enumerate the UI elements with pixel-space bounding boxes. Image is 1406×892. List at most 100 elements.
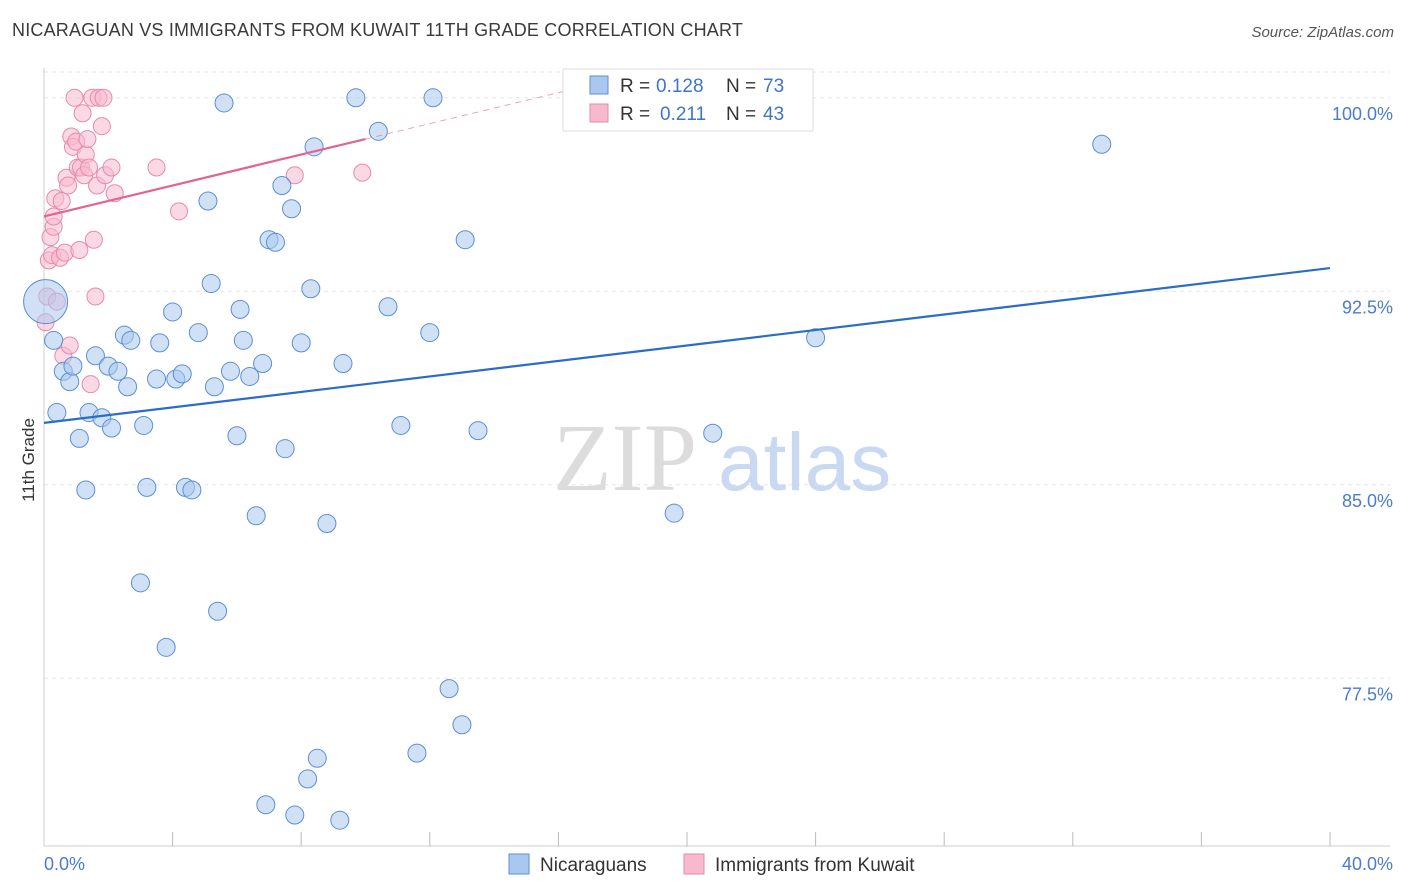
nicaraguan-point-4 bbox=[60, 372, 80, 392]
legend-label-kuwait: Immigrants from Kuwait bbox=[715, 855, 915, 876]
kuwait-point-22 bbox=[73, 104, 92, 123]
kuwait-point-38 bbox=[147, 158, 166, 177]
nicaraguan-point-63 bbox=[439, 679, 459, 699]
nicaraguan-point-6 bbox=[69, 428, 89, 448]
kuwait-point-34 bbox=[94, 88, 113, 107]
nicaraguan-point-22 bbox=[156, 637, 176, 657]
nicaraguan-point-72 bbox=[1092, 134, 1112, 154]
kuwait-point-29 bbox=[84, 230, 103, 249]
y-axis-title: 11th Grade bbox=[19, 418, 38, 502]
nicaraguan-point-37 bbox=[233, 330, 253, 350]
watermark: ZIP atlas bbox=[553, 404, 891, 511]
nicaraguan-point-71 bbox=[806, 328, 826, 348]
nicaraguan-point-60 bbox=[407, 743, 427, 763]
nicaraguan-point-32 bbox=[208, 601, 228, 621]
nicaraguan-point-34 bbox=[220, 361, 240, 381]
nicaraguan-point-19 bbox=[137, 477, 157, 497]
x-tick-label-1: 40.0% bbox=[1342, 854, 1393, 874]
nicaraguan-point-1 bbox=[44, 330, 64, 350]
nicaraguan-points bbox=[23, 88, 1112, 830]
kuwait-point-41 bbox=[353, 163, 372, 182]
stats-r-label-1: R = bbox=[620, 76, 650, 97]
nicaraguan-point-64 bbox=[452, 715, 472, 735]
nicaraguan-point-9 bbox=[85, 346, 105, 366]
kuwait-trend-extension bbox=[365, 84, 591, 140]
y-tick-label-2: 92.5% bbox=[1342, 297, 1393, 317]
kuwait-points bbox=[36, 88, 372, 394]
trend-lines bbox=[43, 84, 1331, 424]
nicaraguan-point-15 bbox=[118, 377, 138, 397]
kuwait-point-33 bbox=[92, 117, 111, 136]
legend-swatch-kuwait bbox=[683, 853, 705, 875]
nicaraguan-point-30 bbox=[201, 274, 221, 294]
nicaraguan-point-50 bbox=[301, 279, 321, 299]
legend-label-nicaraguans: Nicaraguans bbox=[540, 855, 647, 876]
nicaraguan-point-40 bbox=[253, 354, 273, 374]
nicaraguan-point-23 bbox=[163, 302, 183, 322]
nicaraguan-point-49 bbox=[298, 769, 318, 789]
y-tick-labels: 77.5% 85.0% 92.5% 100.0% bbox=[1332, 104, 1393, 704]
stats-legend-swatch-pink bbox=[589, 103, 609, 123]
watermark-atlas: atlas bbox=[718, 417, 891, 508]
kuwait-point-13 bbox=[59, 176, 78, 195]
stats-r-value-2: 0.211 bbox=[660, 104, 706, 125]
nicaraguan-point-2 bbox=[47, 403, 67, 423]
nicaraguan-point-36 bbox=[230, 299, 250, 319]
nicaraguan-point-44 bbox=[272, 176, 292, 196]
kuwait-point-27 bbox=[81, 375, 100, 394]
nicaraguan-point-66 bbox=[468, 421, 488, 441]
kuwait-point-17 bbox=[65, 88, 84, 107]
stats-r-label-2: R = bbox=[620, 104, 650, 125]
nicaraguan-point-46 bbox=[282, 199, 302, 219]
kuwait-point-39 bbox=[170, 202, 189, 221]
nicaraguan-point-35 bbox=[227, 426, 247, 446]
nicaraguan-point-17 bbox=[130, 573, 150, 593]
nicaraguan-point-43 bbox=[265, 232, 285, 252]
nicaraguan-point-31 bbox=[204, 377, 224, 397]
nicaraguan-point-38 bbox=[240, 366, 260, 386]
legend-swatch-nicaraguans bbox=[508, 853, 530, 875]
nicaraguan-point-62 bbox=[423, 88, 443, 108]
nicaraguan-point-56 bbox=[346, 88, 366, 108]
nicaraguan-point-16 bbox=[121, 330, 141, 350]
nicaraguan-point-55 bbox=[333, 354, 353, 374]
nicaraguan-point-68 bbox=[664, 503, 684, 523]
nicaraguan-point-27 bbox=[182, 480, 202, 500]
nicaraguan-point-13 bbox=[108, 361, 128, 381]
kuwait-point-26 bbox=[80, 158, 99, 177]
nicaraguan-point-65 bbox=[455, 230, 475, 250]
stats-n-label-1: N = bbox=[726, 76, 756, 97]
nicaraguan-point-54 bbox=[330, 810, 350, 830]
y-tick-label-0: 77.5% bbox=[1342, 684, 1393, 704]
nicaraguan-point-18 bbox=[134, 415, 154, 435]
kuwait-point-20 bbox=[70, 241, 89, 260]
kuwait-point-40 bbox=[285, 166, 304, 185]
stats-r-value-1: 0.128 bbox=[656, 76, 704, 97]
kuwait-point-30 bbox=[86, 287, 105, 306]
x-tick-label-0: 0.0% bbox=[44, 854, 85, 874]
stats-legend: R = 0.128 N = 73 R = 0.211 N = 43 bbox=[562, 68, 814, 132]
nicaraguan-point-57 bbox=[368, 121, 388, 141]
nicaraguan-point-5 bbox=[63, 356, 83, 376]
nicaraguan-point-61 bbox=[420, 323, 440, 343]
nicaraguan-point-58 bbox=[378, 297, 398, 317]
nicaraguan-point-41 bbox=[256, 795, 276, 815]
nicaraguan-point-69 bbox=[703, 423, 723, 443]
stats-legend-swatch-blue bbox=[589, 75, 609, 95]
nicaraguan-point-47 bbox=[285, 805, 305, 825]
bottom-legend: Nicaraguans Immigrants from Kuwait bbox=[508, 853, 915, 876]
kuwait-trend-line bbox=[43, 138, 366, 218]
nicaraguan-point-53 bbox=[317, 514, 337, 533]
nicaraguan-point-59 bbox=[391, 415, 411, 435]
nicaraguan-point-25 bbox=[172, 364, 192, 384]
nicaraguan-trend-line bbox=[43, 266, 1331, 424]
y-tick-label-3: 100.0% bbox=[1332, 104, 1393, 124]
nicaraguan-point-12 bbox=[102, 418, 122, 438]
nicaraguan-point-33 bbox=[214, 93, 234, 113]
kuwait-point-25 bbox=[78, 130, 97, 149]
y-tick-label-1: 85.0% bbox=[1342, 491, 1393, 511]
axes bbox=[43, 68, 1390, 847]
kuwait-point-36 bbox=[102, 158, 121, 177]
kuwait-point-14 bbox=[60, 336, 79, 355]
